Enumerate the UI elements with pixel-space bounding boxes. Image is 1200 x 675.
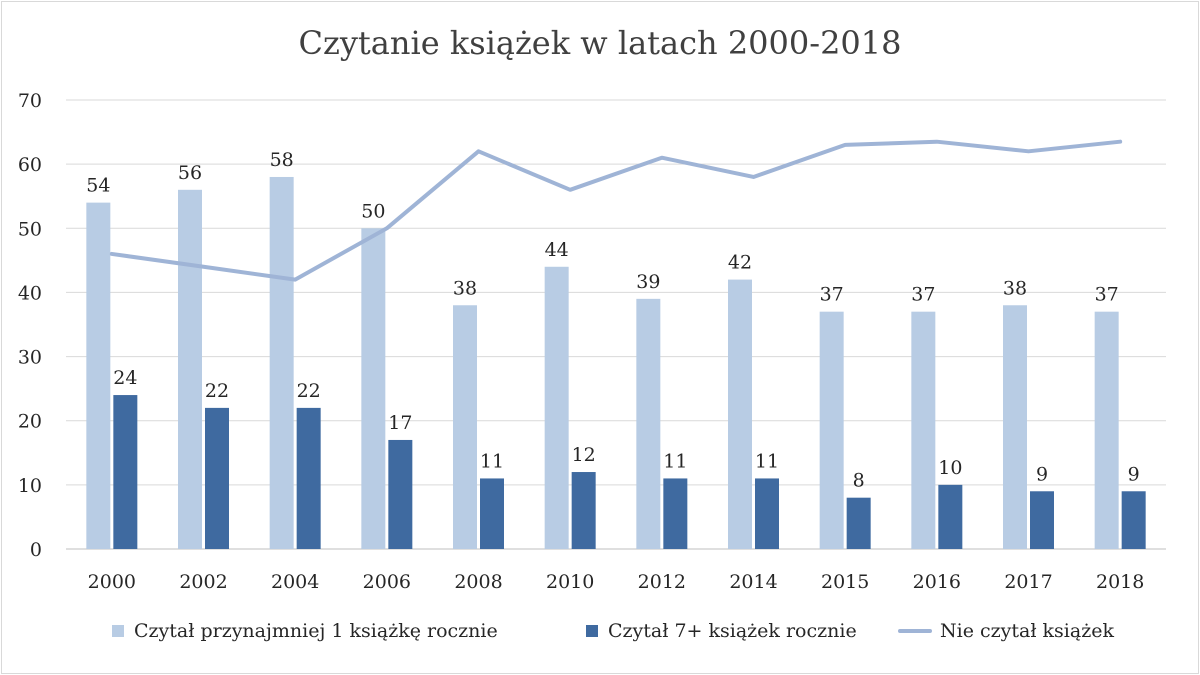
x-tick-label: 2017	[1004, 571, 1052, 593]
x-tick-label: 2008	[454, 571, 502, 593]
data-label: 37	[820, 284, 844, 306]
data-label: 56	[178, 162, 202, 184]
x-tick-label: 2002	[179, 571, 227, 593]
x-tick-label: 2014	[729, 571, 777, 593]
bar-read-1-plus	[728, 279, 752, 549]
data-label: 10	[938, 457, 962, 479]
data-label: 38	[453, 277, 477, 299]
bars	[86, 176, 1146, 550]
x-tick-label: 2015	[821, 571, 869, 593]
bar-read-7-plus	[846, 497, 871, 549]
data-label: 12	[572, 444, 596, 466]
data-label: 44	[545, 239, 569, 261]
bar-read-7-plus	[571, 472, 596, 549]
x-tick-label: 2018	[1096, 571, 1144, 593]
data-label: 54	[86, 175, 110, 197]
gridlines	[66, 99, 1166, 550]
data-label: 37	[911, 284, 935, 306]
data-label: 24	[113, 367, 137, 389]
bar-read-7-plus	[1121, 491, 1146, 549]
bar-read-7-plus	[755, 478, 779, 549]
y-axis-tick-labels: 0 10 20 30 40 50 60 70	[18, 90, 42, 561]
data-label: 11	[480, 450, 504, 472]
x-tick-label: 2010	[546, 571, 594, 593]
bar-read-1-plus	[453, 305, 477, 549]
data-label: 42	[728, 252, 752, 274]
legend: Czytał przynajmniej 1 książkę rocznie Czy…	[112, 620, 1114, 642]
data-label: 38	[1003, 277, 1027, 299]
data-label: 9	[1036, 463, 1048, 485]
chart-title: Czytanie książek w latach 2000-2018	[299, 24, 902, 62]
legend-read-7-plus-swatch	[586, 625, 598, 637]
bar-read-1-plus	[1003, 305, 1027, 549]
x-tick-label: 2012	[638, 571, 686, 593]
bar-read-7-plus	[938, 484, 963, 549]
y-tick-label: 0	[30, 539, 42, 561]
y-tick-label: 30	[18, 347, 42, 369]
data-label: 8	[853, 470, 865, 492]
x-tick-label: 2016	[913, 571, 961, 593]
line-series	[109, 139, 1123, 282]
line-no-reading	[109, 139, 1123, 282]
bar-read-7-plus	[113, 395, 138, 549]
x-tick-label: 2004	[271, 571, 319, 593]
bar-read-1-plus	[544, 266, 569, 549]
bar-read-1-plus	[911, 311, 936, 549]
data-label: 9	[1128, 463, 1140, 485]
x-tick-label: 2006	[363, 571, 411, 593]
data-labels: 54 24 56 22 58 22 50 17 38 11 44 12 39 11 42 11 37 8 37 10 3…	[86, 149, 1139, 492]
y-tick-label: 60	[18, 154, 42, 176]
bar-read-1-plus	[361, 228, 386, 550]
x-tick-label: 2000	[88, 571, 136, 593]
data-label: 17	[388, 412, 412, 434]
legend-read-7-plus-label: Czytał 7+ książek rocznie	[608, 620, 857, 642]
bar-read-1-plus	[636, 298, 661, 549]
bar-read-1-plus	[1094, 311, 1119, 549]
bar-read-7-plus	[205, 407, 229, 549]
y-tick-label: 50	[18, 218, 42, 240]
y-tick-label: 70	[18, 90, 42, 112]
bar-read-1-plus	[86, 202, 111, 549]
data-label: 11	[663, 450, 687, 472]
data-label: 22	[297, 380, 321, 402]
bar-read-7-plus	[296, 407, 321, 549]
data-label: 37	[1095, 284, 1119, 306]
bar-read-7-plus	[388, 439, 413, 549]
legend-read-1-plus-swatch	[112, 625, 124, 637]
data-label: 50	[361, 200, 385, 222]
data-label: 39	[636, 271, 660, 293]
bar-read-7-plus	[663, 478, 688, 549]
bar-read-1-plus	[178, 189, 202, 550]
bar-read-7-plus	[1030, 491, 1054, 549]
data-label: 22	[205, 380, 229, 402]
data-label: 11	[755, 450, 779, 472]
x-axis-tick-labels: 2000 2002 2004 2006 2008 2010 2012 2014 2015 2016…	[88, 571, 1145, 593]
y-tick-label: 20	[18, 411, 42, 433]
bar-read-1-plus	[819, 311, 844, 549]
bar-read-7-plus	[480, 478, 504, 549]
legend-read-1-plus-label: Czytał przynajmniej 1 książkę rocznie	[134, 620, 498, 642]
y-tick-label: 10	[18, 475, 42, 497]
data-label: 58	[270, 149, 294, 171]
y-tick-label: 40	[18, 282, 42, 304]
bar-read-1-plus	[269, 176, 294, 549]
legend-no-reading-label: Nie czytał książek	[940, 620, 1114, 642]
